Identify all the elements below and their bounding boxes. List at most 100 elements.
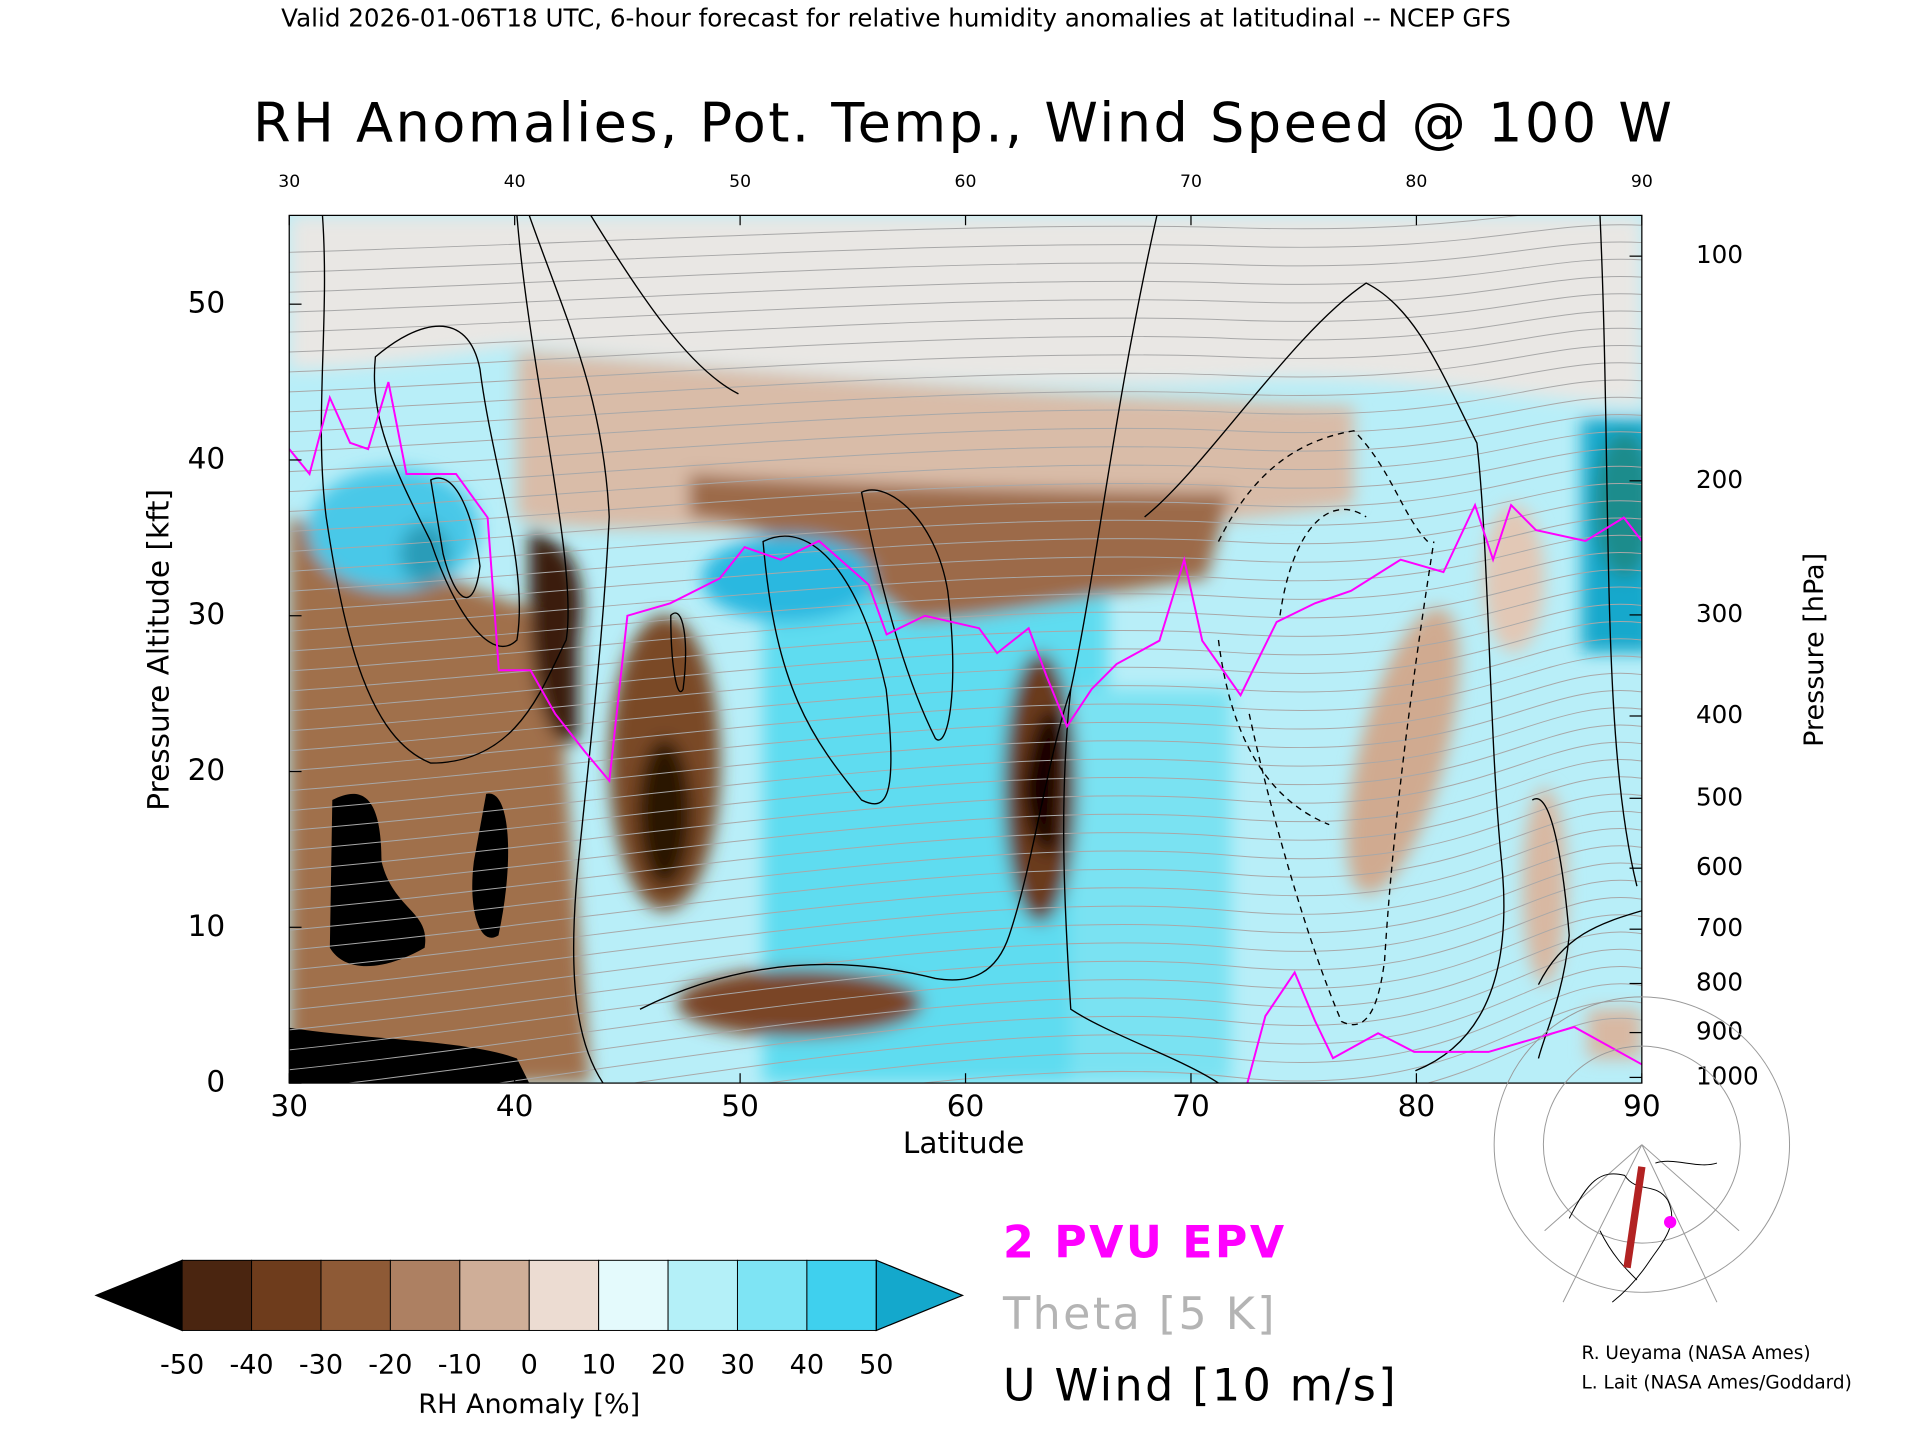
y2-tick-label: 200 xyxy=(1696,465,1743,494)
theta-contour xyxy=(289,690,1642,812)
field-brown xyxy=(676,968,924,1038)
y2-tick-label: 400 xyxy=(1696,700,1743,729)
theta-contour xyxy=(289,828,1642,971)
colorbar-tick-label: -10 xyxy=(438,1350,482,1381)
colorbar-tick-label: 20 xyxy=(651,1350,685,1381)
wind-contour-negative xyxy=(1217,430,1429,826)
theta-contour xyxy=(289,431,1642,512)
y2-tick-label: 300 xyxy=(1696,599,1743,628)
wind-contours xyxy=(320,215,1642,1084)
theta-contour xyxy=(289,741,1642,871)
theta-contour xyxy=(629,966,1642,1084)
map-coast xyxy=(1568,1160,1718,1303)
y2-tick-label: 100 xyxy=(1696,240,1743,269)
theta-contour xyxy=(289,258,1642,313)
credit: L. Lait (NASA Ames/Goddard) xyxy=(1582,1372,1852,1393)
colorbar-tick-label: 30 xyxy=(720,1350,754,1381)
theta-contour xyxy=(917,1000,1642,1084)
theta-contour xyxy=(289,586,1642,692)
field-brown xyxy=(689,473,1231,622)
chart-title: RH Anomalies, Pot. Temp., Wind Speed @ 1… xyxy=(253,91,1674,154)
theta-contour xyxy=(289,793,1642,931)
epv-line xyxy=(289,381,1642,1084)
field-dark xyxy=(1021,709,1065,854)
colorbar-tick-label: -20 xyxy=(368,1350,412,1381)
theta-contour xyxy=(289,448,1642,532)
colorbar-box xyxy=(528,1259,600,1331)
wind-contour xyxy=(670,612,687,693)
field-brown xyxy=(1587,1009,1642,1059)
credit: R. Ueyama (NASA Ames) xyxy=(1582,1343,1811,1364)
colorbar-box xyxy=(667,1259,738,1331)
colorbar-label: RH Anomaly [%] xyxy=(418,1389,640,1420)
wind-contour xyxy=(1144,282,1505,1072)
theta-contour xyxy=(289,465,1642,552)
theta-contour xyxy=(289,879,1642,1031)
theta-contour xyxy=(289,707,1642,832)
theta-contour xyxy=(289,621,1642,732)
colorbar-box xyxy=(598,1259,669,1331)
top-x-tick-label: 60 xyxy=(955,172,977,192)
colorbar-box xyxy=(459,1259,530,1331)
field-shapes xyxy=(289,215,1642,1084)
theta-contour xyxy=(289,414,1642,493)
colorbar-tick-label: -50 xyxy=(160,1350,204,1381)
theta-contour xyxy=(289,215,1524,253)
y2-tick-label: 1000 xyxy=(1696,1061,1759,1090)
y-tick-label: 40 xyxy=(188,441,226,475)
theta-contour xyxy=(289,293,1642,353)
field-teal xyxy=(1593,430,1642,579)
theta-contour xyxy=(289,500,1642,592)
wind-contour xyxy=(430,477,481,599)
x-tick-label: 80 xyxy=(1398,1089,1436,1123)
x-tick-label: 50 xyxy=(721,1089,759,1123)
theta-contour xyxy=(289,483,1642,572)
y2-axis-label: Pressure [hPa] xyxy=(1799,553,1830,747)
theta-contour xyxy=(289,552,1642,652)
wind-contour xyxy=(639,215,1158,1010)
theta-contour xyxy=(289,724,1642,851)
theta-contour xyxy=(289,345,1642,413)
map-inset xyxy=(1493,996,1791,1303)
wind-contour xyxy=(590,215,739,395)
y2-tick-label: 600 xyxy=(1696,852,1743,881)
theta-contour xyxy=(289,362,1642,433)
x-tick-label: 30 xyxy=(270,1089,308,1123)
y-tick-label: 10 xyxy=(188,909,226,943)
theta-contour xyxy=(289,534,1642,632)
x-tick-label: 90 xyxy=(1623,1089,1661,1123)
wind-contour xyxy=(1531,215,1642,1059)
map-marker xyxy=(1664,1216,1677,1229)
x-tick-label: 60 xyxy=(947,1089,985,1123)
colorbar-tick-label: -40 xyxy=(229,1350,273,1381)
field-brown xyxy=(1346,607,1460,894)
theta-contours xyxy=(289,215,1642,1084)
theta-contour xyxy=(289,224,1642,273)
theta-contour xyxy=(289,897,1642,1051)
colorbar-under xyxy=(94,1259,183,1332)
colorbar-tick-label: 40 xyxy=(790,1350,824,1381)
y-tick-label: 50 xyxy=(188,286,226,320)
y2-tick-label: 500 xyxy=(1696,782,1743,811)
legend: 2 PVU EPV Theta [5 K] U Wind [10 m/s] xyxy=(1002,1218,1396,1412)
colorbar-tick-label: 10 xyxy=(581,1350,615,1381)
map-circle xyxy=(1542,1045,1741,1244)
wind-contour-negative xyxy=(1248,541,1435,1026)
theta-contour xyxy=(289,327,1642,393)
theta-contour xyxy=(289,379,1642,453)
colorbar-box xyxy=(806,1259,877,1331)
y-tick-label: 30 xyxy=(188,597,226,631)
theta-contour xyxy=(289,845,1642,991)
theta-contour xyxy=(343,931,1642,1084)
theta-contour xyxy=(764,983,1642,1084)
wind-contour xyxy=(373,325,521,647)
field-dark xyxy=(637,738,692,887)
theta-contour xyxy=(289,810,1642,951)
colorbar-tick-label: 0 xyxy=(521,1350,538,1381)
theta-contour xyxy=(289,862,1642,1011)
top-x-tick-label: 70 xyxy=(1180,172,1202,192)
colorbar-tick-label: 50 xyxy=(859,1350,893,1381)
top-x-tick-label: 50 xyxy=(729,172,751,192)
